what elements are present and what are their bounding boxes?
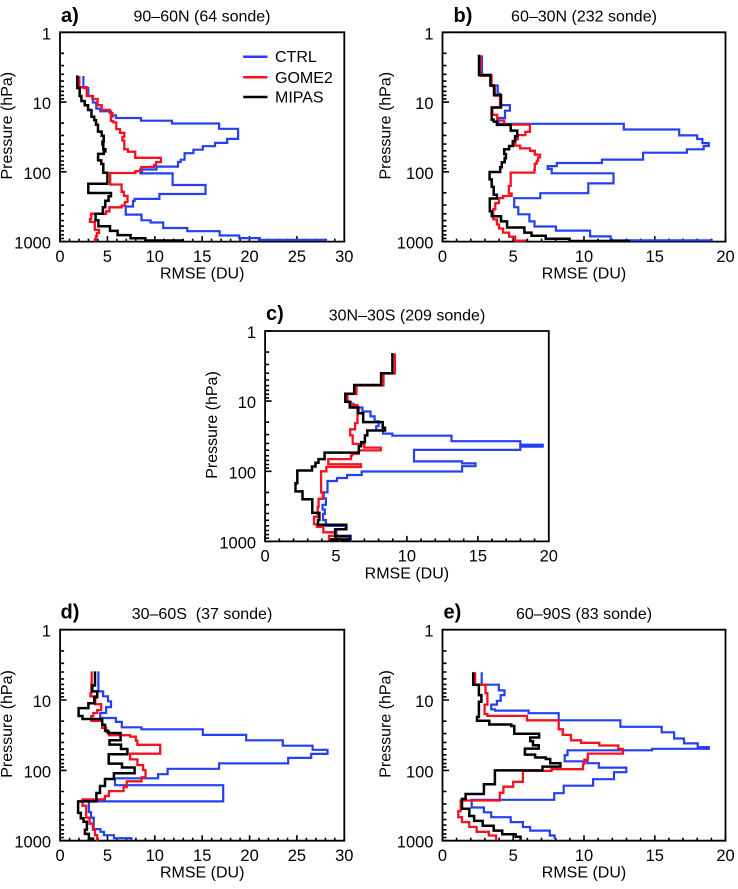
svg-text:10: 10 xyxy=(33,693,51,711)
svg-text:60–30N (232 sonde): 60–30N (232 sonde) xyxy=(511,9,657,26)
svg-text:30N–30S (209 sonde): 30N–30S (209 sonde) xyxy=(329,308,486,325)
svg-text:0: 0 xyxy=(438,847,447,865)
svg-text:5: 5 xyxy=(331,548,340,566)
svg-text:25: 25 xyxy=(288,248,306,266)
svg-text:20: 20 xyxy=(716,248,734,266)
svg-text:1: 1 xyxy=(42,623,51,641)
svg-text:100: 100 xyxy=(229,464,257,482)
svg-text:Pressure (hPa): Pressure (hPa) xyxy=(378,670,395,778)
svg-text:10: 10 xyxy=(398,548,416,566)
svg-text:RMSE (DU): RMSE (DU) xyxy=(542,865,626,882)
svg-text:b): b) xyxy=(454,5,473,27)
svg-text:30–60S (37 sonde): 30–60S (37 sonde) xyxy=(132,606,273,623)
svg-text:RMSE (DU): RMSE (DU) xyxy=(160,865,244,882)
svg-text:RMSE (DU): RMSE (DU) xyxy=(365,565,449,582)
svg-text:5: 5 xyxy=(509,248,518,266)
svg-text:100: 100 xyxy=(406,763,434,781)
svg-text:0: 0 xyxy=(55,248,64,266)
svg-text:10: 10 xyxy=(238,394,256,412)
svg-text:1000: 1000 xyxy=(397,235,434,253)
svg-text:10: 10 xyxy=(415,95,433,113)
svg-text:15: 15 xyxy=(193,248,211,266)
svg-text:10: 10 xyxy=(575,847,593,865)
svg-text:Pressure (hPa): Pressure (hPa) xyxy=(204,371,221,479)
svg-text:d): d) xyxy=(61,602,80,624)
svg-text:1: 1 xyxy=(424,25,433,43)
svg-text:GOME2: GOME2 xyxy=(275,70,333,87)
svg-text:20: 20 xyxy=(240,248,258,266)
svg-text:10: 10 xyxy=(146,847,164,865)
svg-text:0: 0 xyxy=(261,548,270,566)
svg-text:5: 5 xyxy=(103,248,112,266)
svg-text:Pressure (hPa): Pressure (hPa) xyxy=(0,72,16,180)
svg-text:10: 10 xyxy=(146,248,164,266)
svg-text:20: 20 xyxy=(716,847,734,865)
svg-text:0: 0 xyxy=(438,248,447,266)
svg-text:c): c) xyxy=(266,303,284,325)
svg-text:e): e) xyxy=(444,602,462,624)
svg-text:30: 30 xyxy=(335,248,353,266)
svg-text:Pressure (hPa): Pressure (hPa) xyxy=(0,670,16,778)
svg-text:5: 5 xyxy=(509,847,518,865)
svg-text:15: 15 xyxy=(646,248,664,266)
svg-text:1000: 1000 xyxy=(14,834,51,852)
svg-text:100: 100 xyxy=(23,165,51,183)
svg-text:0: 0 xyxy=(56,847,65,865)
svg-text:RMSE (DU): RMSE (DU) xyxy=(160,266,244,283)
svg-text:1000: 1000 xyxy=(397,834,434,852)
svg-text:60–90S (83 sonde): 60–90S (83 sonde) xyxy=(516,606,652,623)
svg-text:25: 25 xyxy=(288,847,306,865)
svg-text:MIPAS: MIPAS xyxy=(275,90,324,107)
svg-text:10: 10 xyxy=(415,693,433,711)
svg-text:1000: 1000 xyxy=(219,534,256,552)
svg-text:10: 10 xyxy=(575,248,593,266)
svg-text:a): a) xyxy=(61,5,79,27)
svg-text:20: 20 xyxy=(540,548,558,566)
svg-text:20: 20 xyxy=(240,847,258,865)
svg-text:30: 30 xyxy=(335,847,353,865)
svg-text:1000: 1000 xyxy=(14,235,51,253)
svg-text:15: 15 xyxy=(646,847,664,865)
svg-text:10: 10 xyxy=(33,95,51,113)
svg-text:1: 1 xyxy=(247,324,256,342)
svg-text:15: 15 xyxy=(193,847,211,865)
svg-text:100: 100 xyxy=(406,165,434,183)
svg-text:RMSE (DU): RMSE (DU) xyxy=(542,266,626,283)
svg-text:15: 15 xyxy=(469,548,487,566)
svg-text:1: 1 xyxy=(424,623,433,641)
svg-text:Pressure (hPa): Pressure (hPa) xyxy=(378,72,395,180)
svg-text:5: 5 xyxy=(103,847,112,865)
svg-text:CTRL: CTRL xyxy=(275,49,317,66)
svg-text:100: 100 xyxy=(24,763,52,781)
svg-text:1: 1 xyxy=(42,25,51,43)
svg-text:90–60N (64 sonde): 90–60N (64 sonde) xyxy=(134,9,271,26)
